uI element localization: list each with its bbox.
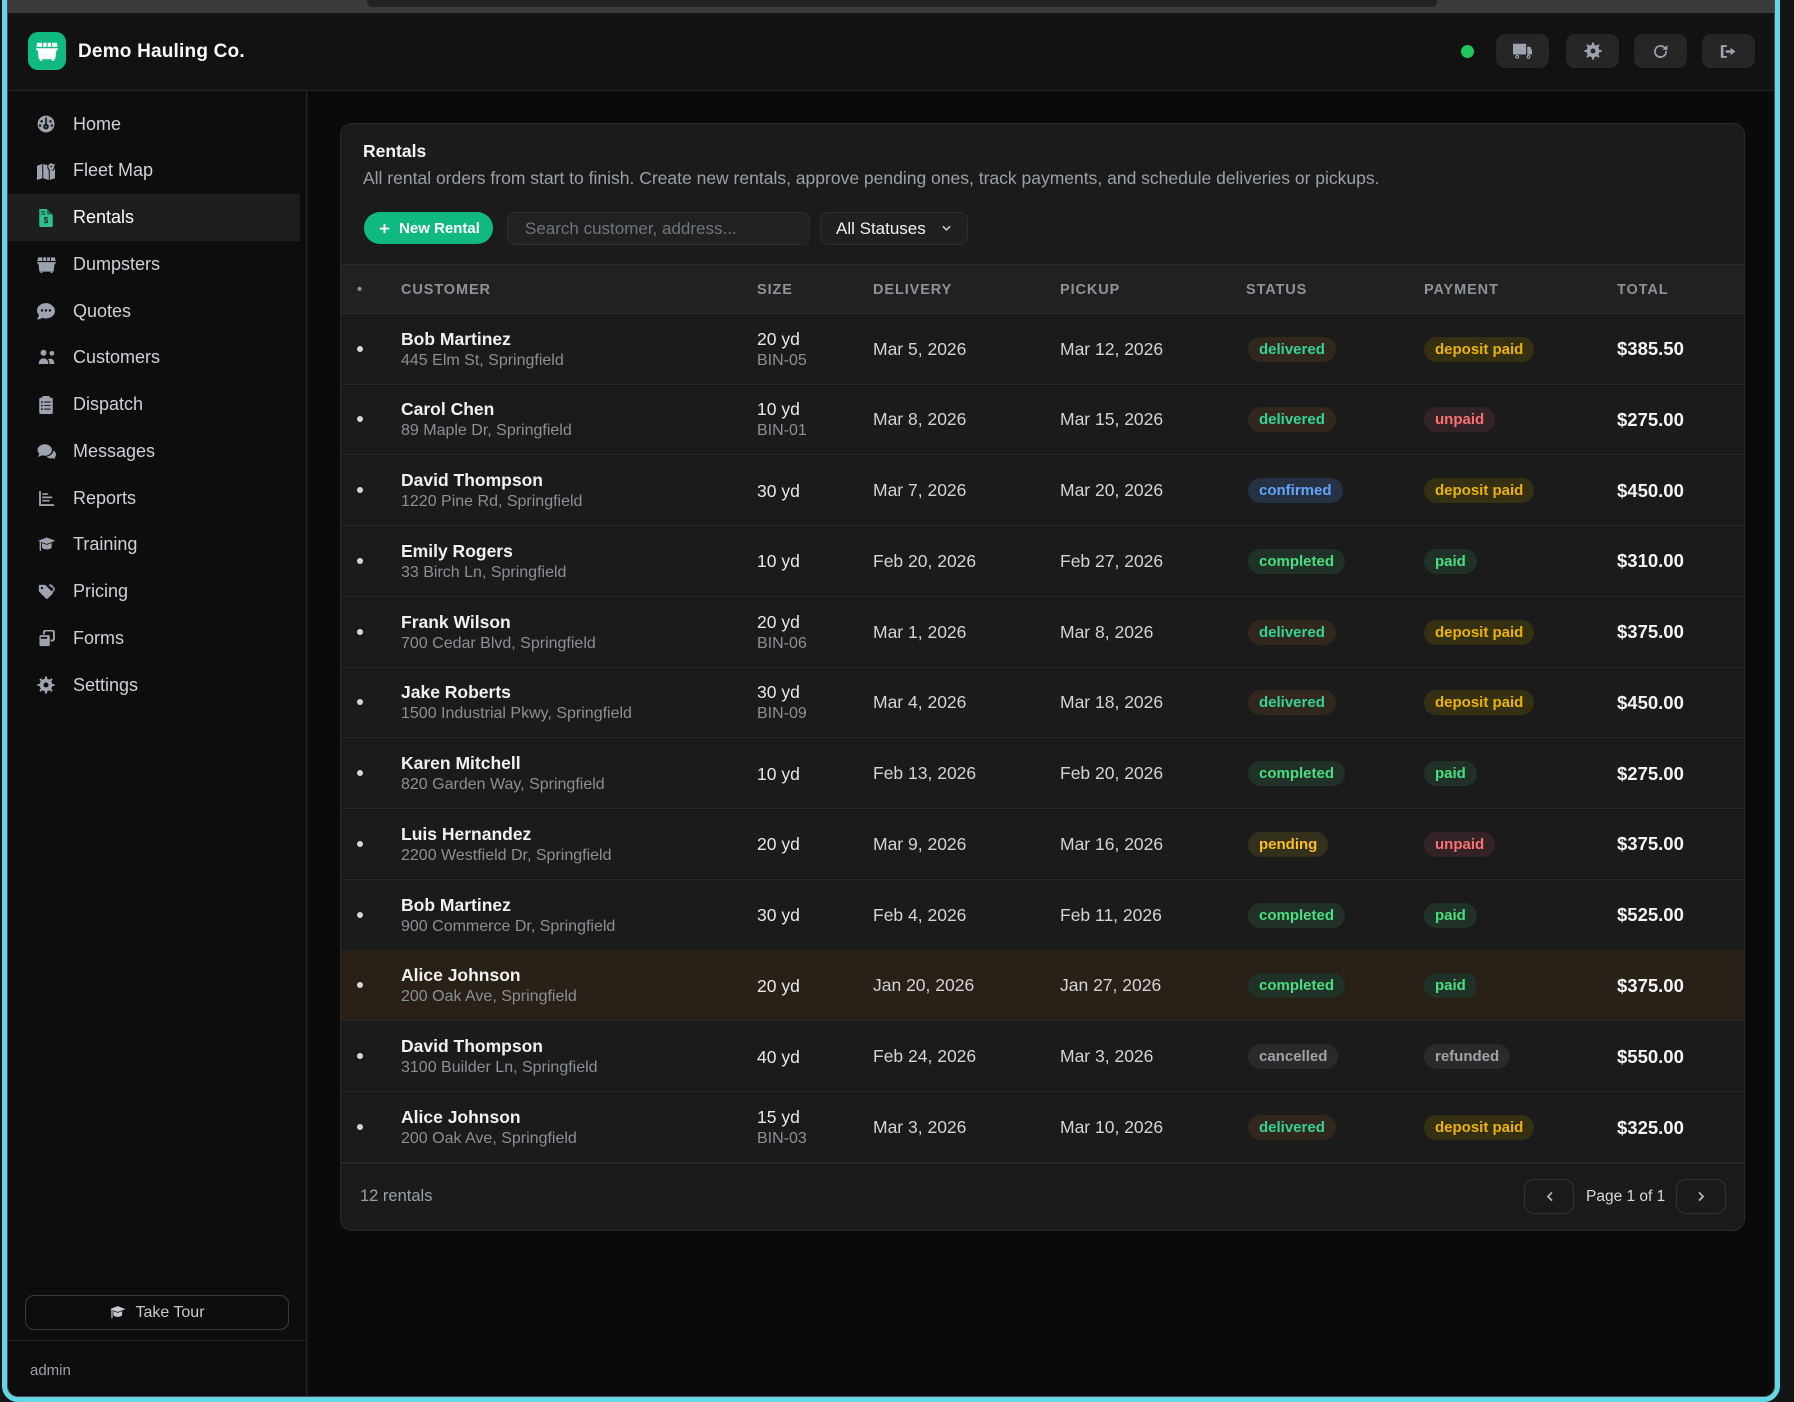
svg-text:$: $: [44, 216, 49, 225]
